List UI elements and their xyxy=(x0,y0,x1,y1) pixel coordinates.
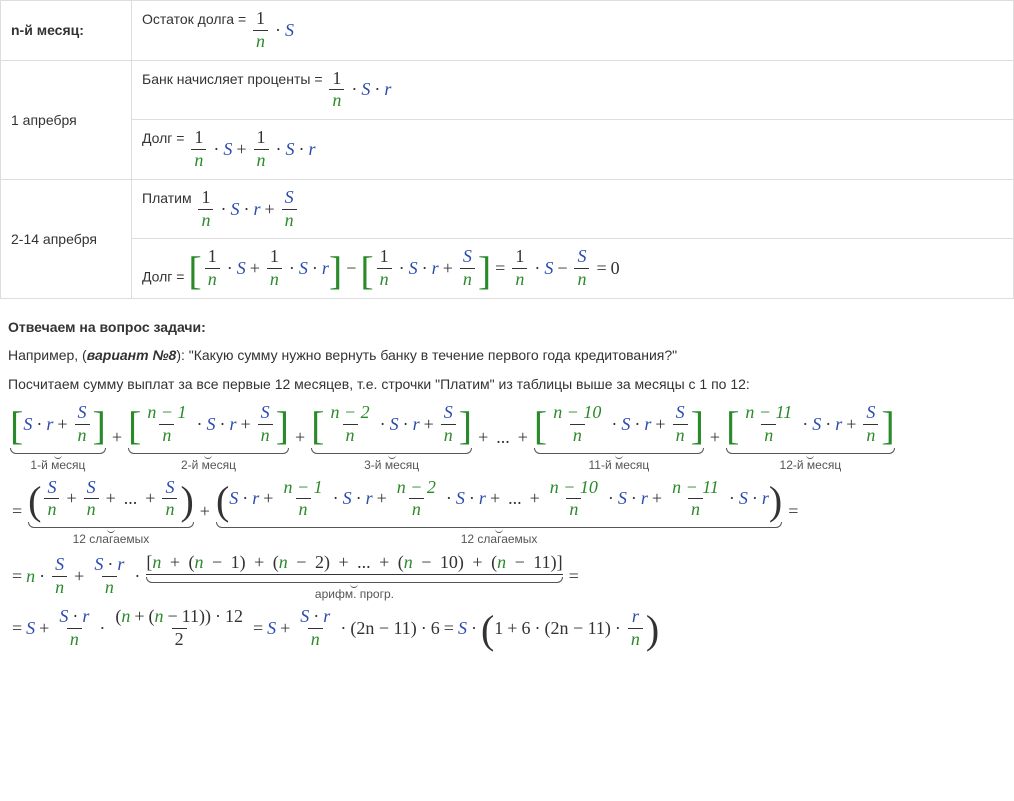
row-apr1-text: Банк начисляет проценты = xyxy=(142,71,323,87)
row-debt-text: Долг = xyxy=(142,130,184,146)
row-debt-formula: 1n ·S + 1n ·S ·r xyxy=(188,128,315,171)
answer-heading: Отвечаем на вопрос задачи: xyxy=(8,319,1014,335)
row-final-text: Долг = xyxy=(142,269,184,285)
row-n-formula: 1n ·S xyxy=(250,9,294,52)
row-apr1-formula: 1n ·S ·r xyxy=(326,69,391,112)
row-pay-text: Платим xyxy=(142,190,192,206)
variant-label: вариант №8 xyxy=(87,347,177,363)
schedule-table: n-й месяц: Остаток долга = 1n ·S 1 апреб… xyxy=(0,0,1014,299)
row-pay-formula: 1n ·S ·r + Sn xyxy=(195,188,299,231)
eq-line-4: = S + S·rn · (n + (n − 11)) · 12 2 = S +… xyxy=(8,607,1014,650)
sum-paragraph: Посчитаем сумму выплат за все первые 12 … xyxy=(8,374,1014,395)
row-apr1-debt: Долг = 1n ·S + 1n ·S ·r xyxy=(132,120,1014,180)
eq-line-1: [ S·r + Sn ] 1-й месяц + [ n − 1n ·S·r +… xyxy=(8,403,1014,472)
row-final-debt: Долг = [ 1n ·S + 1n ·S ·r ] − [ 1n ·S ·r… xyxy=(132,239,1014,299)
row-apr1-label: 1 апребря xyxy=(1,60,132,179)
row-pay: Платим 1n ·S ·r + Sn xyxy=(132,179,1014,239)
eq-line-3: = n· Sn + S·rn · [n + (n − 1) + (n − 2) … xyxy=(8,552,1014,601)
row-final-formula: [ 1n ·S + 1n ·S ·r ] − [ 1n ·S ·r + Sn ]… xyxy=(188,247,619,290)
row-apr214-label: 2-14 апребря xyxy=(1,179,132,298)
example-paragraph: Например, (вариант №8): "Какую сумму нуж… xyxy=(8,345,1014,366)
eq-line-2: = ( Sn + Sn +...+ Sn ) 12 слагаемых + ( … xyxy=(8,478,1014,547)
row-n-label: n-й месяц: xyxy=(1,1,132,61)
row-apr1-interest: Банк начисляет проценты = 1n ·S ·r xyxy=(132,60,1014,120)
row-n-text: Остаток долга = xyxy=(142,11,246,27)
row-n-cell: Остаток долга = 1n ·S xyxy=(132,1,1014,61)
